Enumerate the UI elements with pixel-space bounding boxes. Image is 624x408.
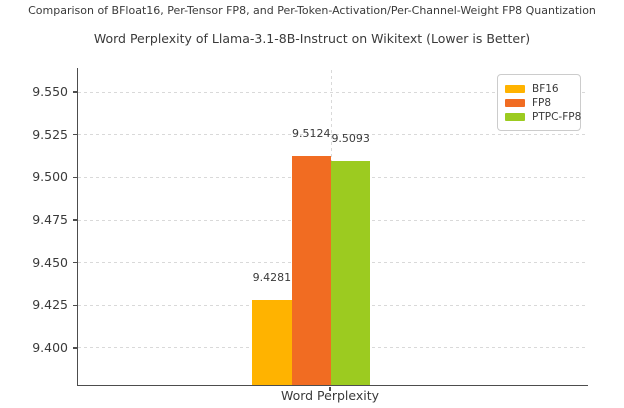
y-tick-label: 9.525 [32, 126, 68, 142]
bar-value-label: 9.4281 [252, 271, 292, 285]
bar-bf16 [252, 300, 292, 385]
legend-label: FP8 [532, 96, 552, 109]
bar-value-label: 9.5124 [292, 127, 331, 141]
legend-swatch-fp8 [505, 98, 525, 107]
legend-label: PTPC-FP8 [532, 110, 582, 123]
bar-ptpc-fp8 [331, 161, 371, 385]
y-tick-mark [73, 91, 77, 93]
y-tick-mark [73, 176, 77, 179]
y-tick-mark [73, 219, 77, 221]
x-tick-mark [329, 386, 331, 391]
y-tick-label: 9.550 [32, 84, 68, 100]
figure-suptitle: Comparison of BFloat16, Per-Tensor FP8, … [28, 4, 596, 17]
y-tick-mark [73, 304, 77, 307]
legend-swatch-bf16 [505, 84, 525, 93]
bar-fp8 [291, 156, 331, 385]
y-tick-label: 9.450 [32, 254, 68, 270]
bar-value-label: 9.5093 [331, 132, 370, 146]
chart-title: Word Perplexity of Llama-3.1-8B-Instruct… [93, 31, 531, 46]
y-tick-label: 9.400 [32, 339, 68, 355]
y-gridline [78, 91, 588, 93]
y-tick-mark [73, 133, 77, 136]
legend: BF16 FP8 PTPC-FP8 [497, 74, 581, 131]
y-tick-label: 9.425 [32, 297, 68, 313]
legend-item-fp8: FP8 [505, 96, 572, 109]
y-tick-label: 9.500 [32, 169, 68, 185]
legend-item-ptpc-fp8: PTPC-FP8 [505, 110, 581, 123]
legend-label: BF16 [532, 82, 559, 95]
y-tick-label: 9.475 [32, 212, 68, 228]
y-tick-mark [73, 261, 77, 264]
legend-swatch-ptpc-fp8 [505, 112, 525, 121]
legend-item-bf16: BF16 [505, 82, 572, 95]
y-gridline [78, 134, 588, 136]
y-tick-mark [73, 347, 77, 349]
x-tick-label: Word Perplexity [280, 388, 380, 403]
